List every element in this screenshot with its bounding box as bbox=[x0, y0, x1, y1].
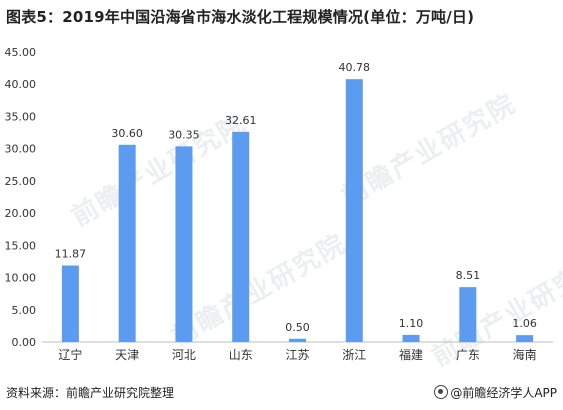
chart-title: 图表5：2019年中国沿海省市海水淡化工程规模情况(单位：万吨/日) bbox=[6, 8, 475, 26]
bar bbox=[289, 338, 306, 342]
x-tick-label: 福建 bbox=[399, 347, 423, 362]
data-label: 32.61 bbox=[225, 114, 257, 127]
y-tick-label: 25.00 bbox=[5, 175, 37, 188]
data-label: 11.87 bbox=[55, 248, 87, 261]
brand-text: @前瞻经济学人APP bbox=[450, 386, 557, 400]
y-tick-label: 0.00 bbox=[12, 336, 37, 349]
bar bbox=[175, 146, 193, 342]
y-tick-label: 15.00 bbox=[5, 239, 37, 252]
data-label: 40.78 bbox=[339, 61, 371, 74]
data-label: 30.35 bbox=[168, 128, 200, 141]
y-tick-label: 10.00 bbox=[5, 272, 37, 285]
y-tick-label: 30.00 bbox=[5, 143, 37, 156]
y-tick-label: 40.00 bbox=[5, 78, 37, 91]
bar bbox=[61, 265, 79, 342]
brand-logo-icon bbox=[434, 385, 449, 399]
x-tick-label: 广东 bbox=[456, 348, 480, 362]
y-tick-label: 5.00 bbox=[12, 304, 37, 317]
data-label: 1.10 bbox=[399, 317, 424, 330]
bar bbox=[402, 334, 420, 342]
y-tick-label: 35.00 bbox=[5, 110, 37, 123]
data-label: 8.51 bbox=[456, 269, 481, 282]
bar bbox=[232, 131, 250, 342]
bar bbox=[459, 287, 477, 342]
x-tick-label: 辽宁 bbox=[58, 347, 82, 362]
brand-credit: @前瞻经济学人APP bbox=[434, 384, 557, 401]
data-label: 0.50 bbox=[285, 321, 310, 334]
bar bbox=[345, 79, 363, 342]
bar bbox=[516, 335, 534, 342]
x-tick-label: 天津 bbox=[115, 348, 139, 362]
x-tick-label: 浙江 bbox=[342, 348, 366, 362]
source-note: 资料来源：前瞻产业研究院整理 bbox=[6, 386, 175, 400]
y-tick-label: 45.00 bbox=[5, 46, 37, 59]
data-label: 30.60 bbox=[111, 127, 143, 140]
x-tick-label: 河北 bbox=[172, 348, 196, 362]
y-tick-label: 20.00 bbox=[5, 207, 37, 220]
x-tick-label: 海南 bbox=[513, 347, 537, 362]
bar bbox=[118, 144, 136, 342]
data-label: 1.06 bbox=[512, 317, 537, 330]
x-tick-label: 山东 bbox=[229, 348, 253, 362]
x-tick-label: 江苏 bbox=[285, 348, 309, 362]
